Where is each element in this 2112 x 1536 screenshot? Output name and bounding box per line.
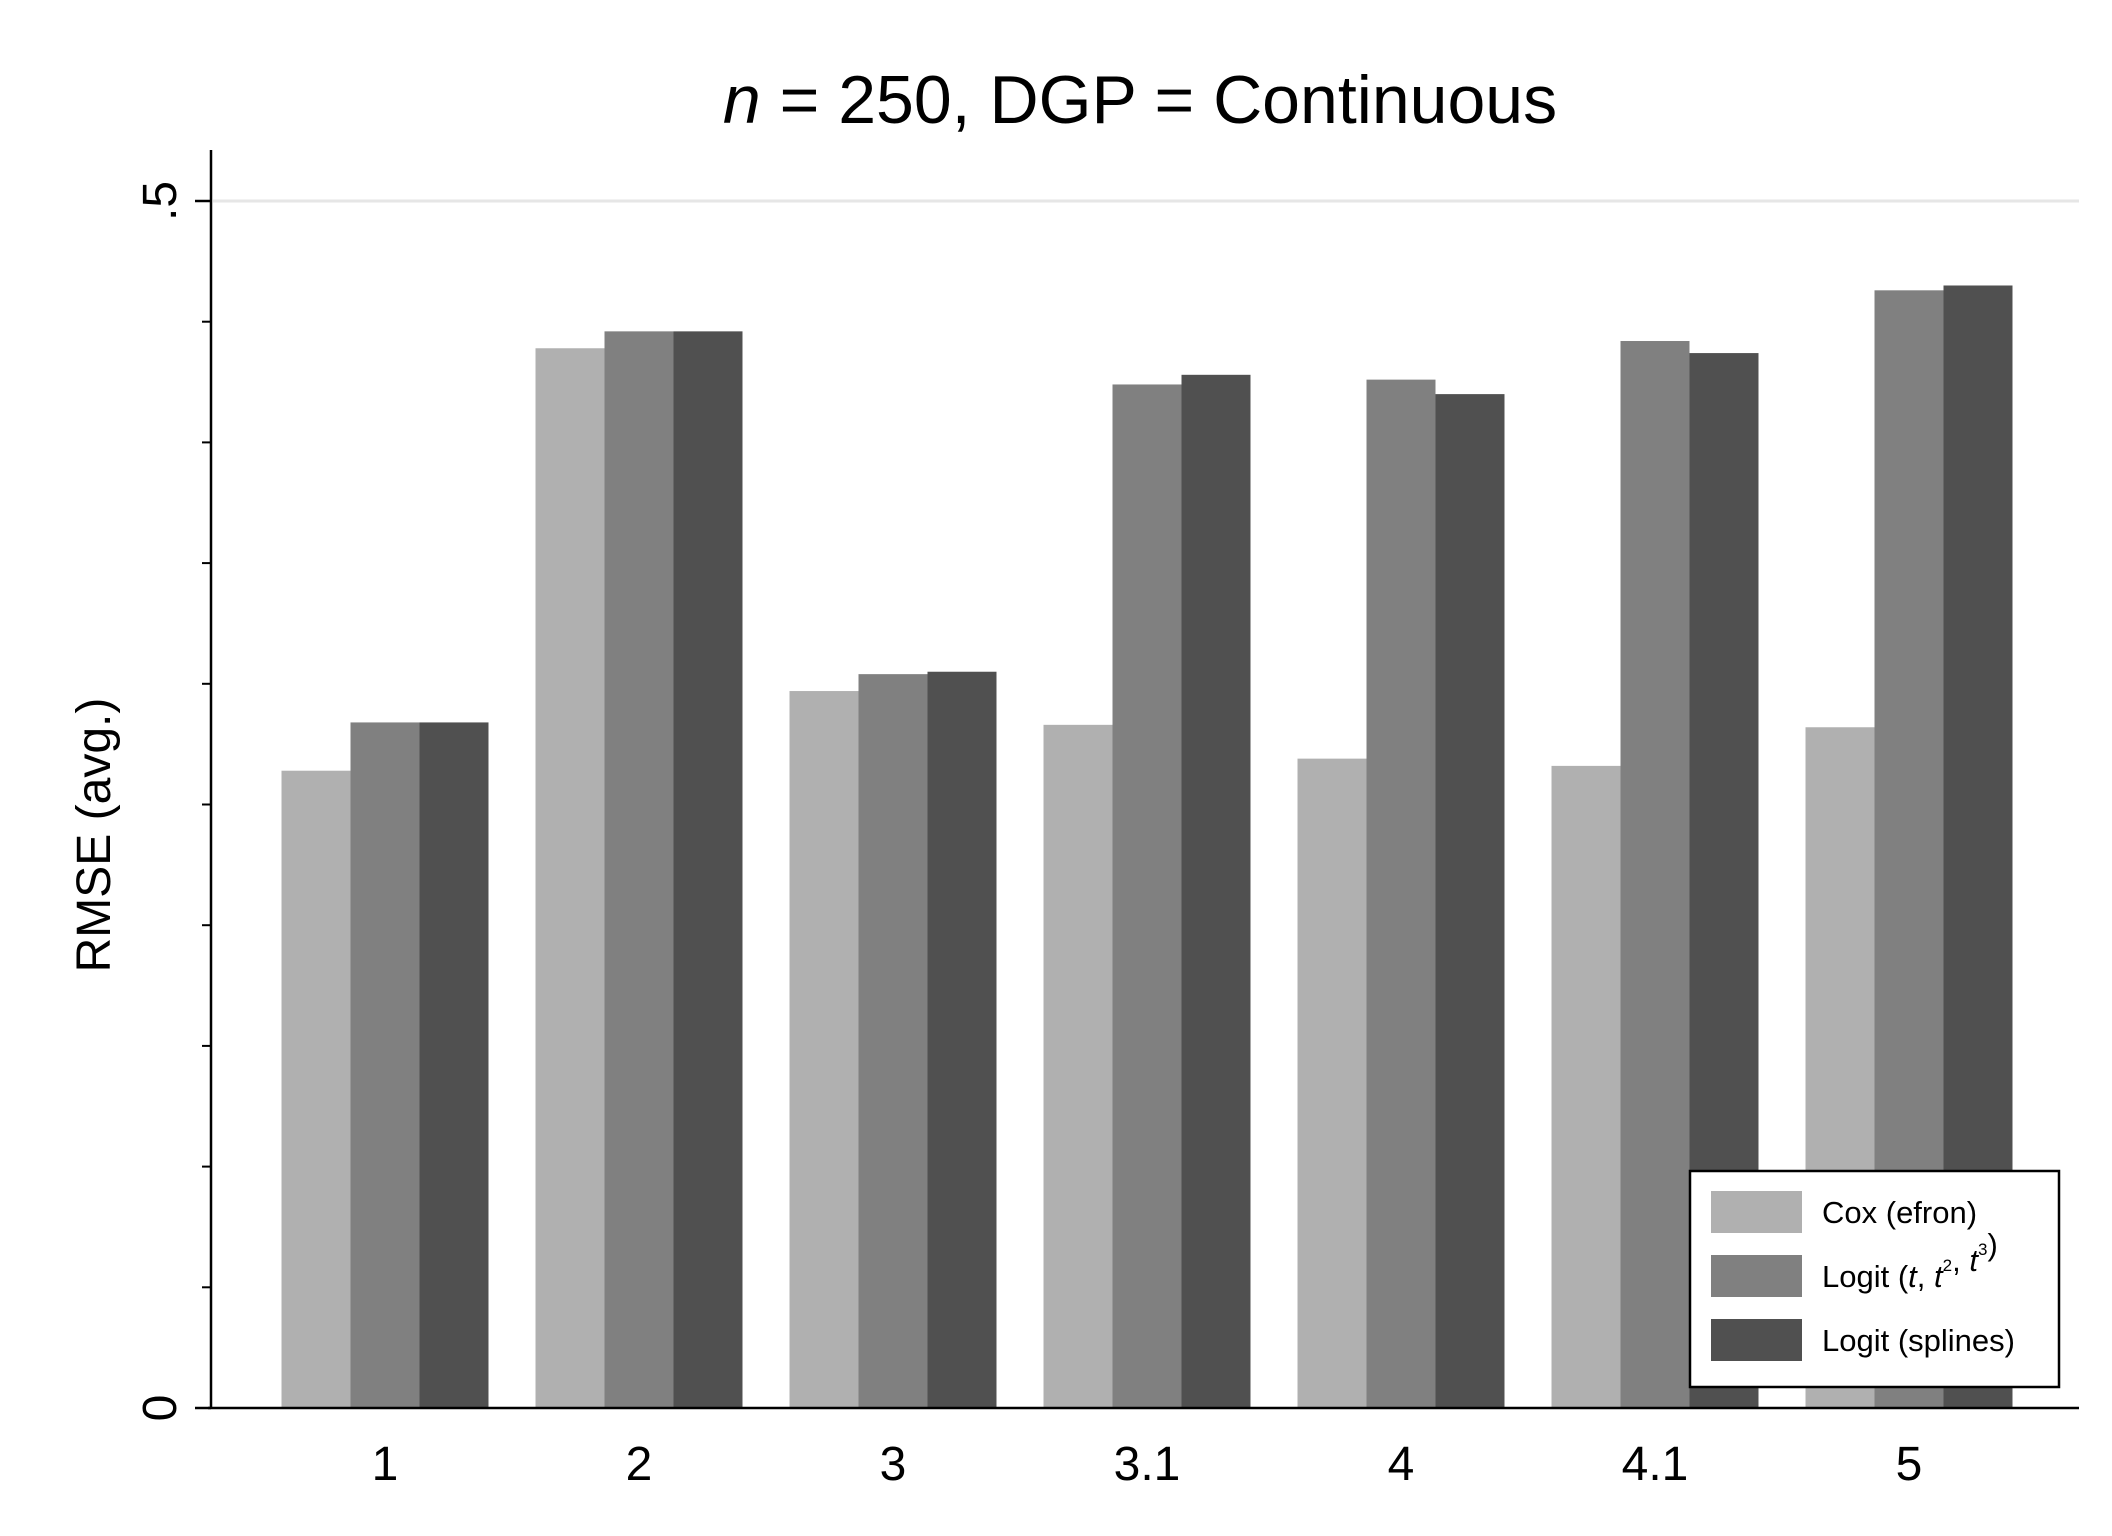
chart-title-rest: = 250, DGP = Continuous [761, 62, 1557, 138]
legend: Cox (efron)Logit (t, t2, t3) Logit (splin… [1688, 1169, 2061, 1389]
x-tick-label: 3.1 [1114, 1438, 1181, 1491]
bar [350, 722, 420, 1408]
y-tick-label: 0 [134, 1395, 187, 1422]
legend-swatch [1711, 1319, 1802, 1361]
bar [1297, 758, 1367, 1408]
chart-title-variable: n [723, 62, 761, 138]
bar [927, 671, 997, 1408]
y-tick-label: .5 [134, 181, 187, 221]
bar [1112, 384, 1182, 1408]
bar [1366, 379, 1436, 1408]
bar [1181, 374, 1251, 1409]
x-tick-label: 4 [1388, 1438, 1415, 1491]
bar [789, 691, 859, 1408]
legend-swatch [1711, 1255, 1802, 1297]
bars [281, 285, 2013, 1409]
bar [1551, 765, 1621, 1408]
x-tick-label: 5 [1896, 1438, 1923, 1491]
legend-label: Cox (efron) [1822, 1195, 1977, 1230]
legend-swatch [1711, 1191, 1802, 1233]
legend-label: Logit (splines) [1822, 1323, 2015, 1358]
chart-title: n = 250, DGP = Continuous [723, 62, 1557, 138]
bar [1620, 341, 1690, 1409]
x-tick-label: 2 [626, 1438, 653, 1491]
bar [1043, 724, 1113, 1408]
bar [858, 674, 928, 1408]
x-tick-label: 1 [372, 1438, 399, 1491]
bar [673, 331, 743, 1409]
y-axis-title: RMSE (avg.) [68, 698, 121, 973]
bar [1435, 394, 1505, 1408]
bar [281, 770, 351, 1408]
bar [535, 348, 605, 1408]
x-axis-tick-labels: 1 2 3 3.1 4 4.1 5 [372, 1438, 1923, 1491]
y-axis-ticks: 0.5 [134, 181, 211, 1421]
legend-label: Logit (t, t2, t3) [1822, 1227, 1998, 1294]
bar [419, 722, 489, 1408]
bar [604, 331, 674, 1409]
x-tick-label: 3 [880, 1438, 907, 1491]
x-tick-label: 4.1 [1622, 1438, 1689, 1491]
